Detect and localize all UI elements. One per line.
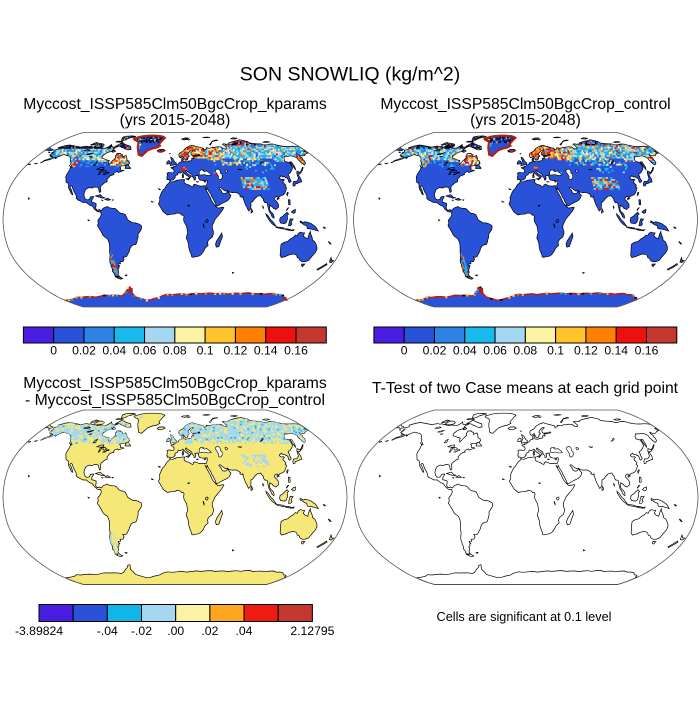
svg-text:.04: .04 [236, 624, 253, 638]
svg-text:(yrs 2015-2048): (yrs 2015-2048) [120, 112, 231, 129]
svg-text:(yrs 2015-2048): (yrs 2015-2048) [470, 112, 581, 129]
svg-text:0.14: 0.14 [254, 344, 278, 358]
svg-text:.00: .00 [167, 624, 184, 638]
svg-text:-.04: -.04 [97, 624, 118, 638]
svg-text:T-Test of two Case means at ea: T-Test of two Case means at each grid po… [372, 380, 679, 397]
svg-text:0.04: 0.04 [102, 344, 126, 358]
svg-text:0: 0 [401, 344, 408, 358]
svg-text:0.02: 0.02 [423, 344, 447, 358]
svg-text:0.1: 0.1 [547, 344, 564, 358]
svg-text:0.14: 0.14 [604, 344, 628, 358]
svg-text:0.02: 0.02 [72, 344, 96, 358]
svg-text:Cells are significant at 0.1 l: Cells are significant at 0.1 level [437, 610, 612, 624]
svg-text:0.12: 0.12 [574, 344, 598, 358]
svg-text:0.04: 0.04 [453, 344, 477, 358]
svg-text:-.02: -.02 [131, 624, 152, 638]
svg-text:0.1: 0.1 [197, 344, 214, 358]
svg-text:0.08: 0.08 [513, 344, 537, 358]
svg-text:0.08: 0.08 [163, 344, 187, 358]
svg-text:2.12795: 2.12795 [290, 624, 334, 638]
svg-text:-3.89824: -3.89824 [15, 624, 63, 638]
svg-text:Myccost_ISSP585Clm50BgcCrop_kp: Myccost_ISSP585Clm50BgcCrop_kparams [23, 375, 327, 392]
svg-text:- Myccost_ISSP585Clm50BgcCrop_: - Myccost_ISSP585Clm50BgcCrop_control [25, 392, 325, 409]
svg-text:.02: .02 [201, 624, 218, 638]
svg-text:Myccost_ISSP585Clm50BgcCrop_kp: Myccost_ISSP585Clm50BgcCrop_kparams [23, 96, 327, 113]
svg-text:SON SNOWLIQ (kg/m^2): SON SNOWLIQ (kg/m^2) [240, 64, 460, 86]
svg-text:0.12: 0.12 [224, 344, 248, 358]
svg-text:0.16: 0.16 [635, 344, 659, 358]
svg-text:0: 0 [50, 344, 57, 358]
svg-text:0.06: 0.06 [133, 344, 157, 358]
svg-text:Myccost_ISSP585Clm50BgcCrop_co: Myccost_ISSP585Clm50BgcCrop_control [380, 96, 670, 113]
svg-text:0.16: 0.16 [284, 344, 308, 358]
svg-text:0.06: 0.06 [483, 344, 507, 358]
